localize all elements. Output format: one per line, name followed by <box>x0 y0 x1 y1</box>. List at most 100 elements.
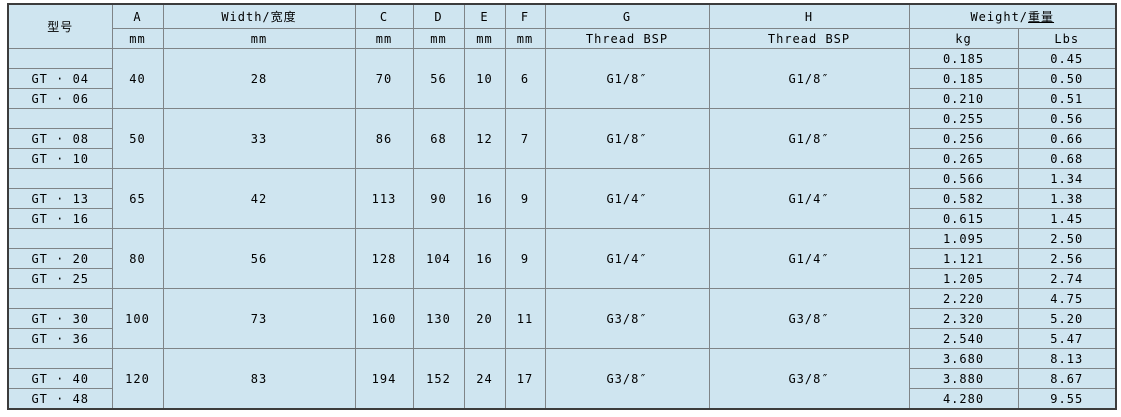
model-cell: GT · 06 <box>7 88 113 109</box>
col-header-a: A <box>111 3 164 29</box>
model-cell <box>7 288 113 309</box>
weight-lbs-cell: 1.38 <box>1017 188 1117 209</box>
dim-a-cell: 50 <box>111 108 164 169</box>
width-cell: 56 <box>162 228 356 289</box>
weight-lbs-cell: 2.74 <box>1017 268 1117 289</box>
weight-kg-cell: 2.220 <box>908 288 1019 309</box>
dim-e-cell: 10 <box>463 48 506 109</box>
dim-e-cell: 24 <box>463 348 506 410</box>
col-header-width: Width/宽度 <box>162 3 356 29</box>
weight-lbs-cell: 0.50 <box>1017 68 1117 89</box>
dim-d-cell: 68 <box>412 108 465 169</box>
weight-kg-cell: 0.255 <box>908 108 1019 129</box>
spec-table: 型号 A Width/宽度 C D E F G H Weight/重量 mm m… <box>7 3 1117 410</box>
table-row: GT · 16 0.615 1.45 <box>7 208 1117 229</box>
weight-kg-cell: 2.320 <box>908 308 1019 329</box>
unit-header-kg: kg <box>908 28 1019 49</box>
weight-lbs-cell: 0.68 <box>1017 148 1117 169</box>
weight-lbs-cell: 5.20 <box>1017 308 1117 329</box>
header-row-units: mm mm mm mm mm mm Thread BSP Thread BSP … <box>8 28 1117 49</box>
thread-h-cell: G1/4″ <box>708 168 910 229</box>
table-row: 80 56 128 104 16 9 G1/4″ G1/4″ 1.095 2.50 <box>7 228 1117 289</box>
col-header-c: C <box>354 3 414 29</box>
weight-lbs-cell: 0.66 <box>1017 128 1117 149</box>
weight-lbs-cell: 9.55 <box>1017 388 1117 410</box>
weight-kg-cell: 3.680 <box>908 348 1019 369</box>
weight-kg-cell: 1.205 <box>908 268 1019 289</box>
weight-kg-cell: 4.280 <box>908 388 1019 410</box>
weight-lbs-cell: 5.47 <box>1017 328 1117 349</box>
unit-header-e: mm <box>463 28 506 49</box>
unit-header-lbs: Lbs <box>1017 28 1117 49</box>
dim-d-cell: 104 <box>412 228 465 289</box>
thread-g-cell: G1/8″ <box>544 108 710 169</box>
model-cell: GT · 36 <box>7 328 113 349</box>
dim-f-cell: 17 <box>504 348 546 410</box>
weight-kg-cell: 0.185 <box>908 48 1019 69</box>
col-header-g: G <box>544 3 710 29</box>
dim-f-cell: 6 <box>504 48 546 109</box>
width-cell: 28 <box>162 48 356 109</box>
width-cell: 33 <box>162 108 356 169</box>
table-row: 50 33 86 68 12 7 G1/8″ G1/8″ 0.255 0.56 <box>7 108 1117 169</box>
weight-kg-cell: 1.095 <box>908 228 1019 249</box>
dim-a-cell: 100 <box>111 288 164 349</box>
dim-d-cell: 90 <box>412 168 465 229</box>
model-cell: GT · 16 <box>7 208 113 229</box>
dim-c-cell: 160 <box>354 288 414 349</box>
unit-header-d: mm <box>412 28 465 49</box>
weight-lbs-cell: 1.34 <box>1017 168 1117 189</box>
thread-h-cell: G3/8″ <box>708 288 910 349</box>
model-cell: GT · 08 <box>7 128 113 149</box>
dim-f-cell: 9 <box>504 228 546 289</box>
thread-g-cell: G3/8″ <box>544 348 710 410</box>
weight-lbs-cell: 2.56 <box>1017 248 1117 269</box>
unit-header-a: mm <box>111 28 164 49</box>
weight-kg-cell: 0.566 <box>908 168 1019 189</box>
model-cell: GT · 30 <box>7 308 113 329</box>
dim-c-cell: 128 <box>354 228 414 289</box>
model-cell: GT · 48 <box>7 388 113 410</box>
dim-d-cell: 130 <box>412 288 465 349</box>
weight-lbs-cell: 4.75 <box>1017 288 1117 309</box>
width-cell: 42 <box>162 168 356 229</box>
dim-f-cell: 7 <box>504 108 546 169</box>
weight-kg-cell: 0.615 <box>908 208 1019 229</box>
weight-header-en: Weight/ <box>970 10 1029 24</box>
weight-kg-cell: 3.880 <box>908 368 1019 389</box>
weight-lbs-cell: 8.67 <box>1017 368 1117 389</box>
model-cell: GT · 04 <box>7 68 113 89</box>
weight-header-cn: 重量 <box>1028 10 1055 24</box>
thread-g-cell: G1/4″ <box>544 168 710 229</box>
table-row: 40 28 70 56 10 6 G1/8″ G1/8″ 0.185 0.45 <box>7 48 1117 109</box>
table-row: GT · 40 3.880 8.67 <box>7 368 1117 389</box>
dim-c-cell: 70 <box>354 48 414 109</box>
model-cell: GT · 20 <box>7 248 113 269</box>
col-header-h: H <box>708 3 910 29</box>
model-cell: GT · 13 <box>7 188 113 209</box>
model-cell: GT · 10 <box>7 148 113 169</box>
model-cell <box>7 48 113 69</box>
unit-header-width: mm <box>162 28 356 49</box>
col-header-f: F <box>504 3 546 29</box>
thread-h-cell: G3/8″ <box>708 348 910 410</box>
col-header-e: E <box>463 3 506 29</box>
weight-lbs-cell: 8.13 <box>1017 348 1117 369</box>
table-row: 120 83 194 152 24 17 G3/8″ G3/8″ 3.680 8.13 <box>7 348 1117 410</box>
dim-a-cell: 40 <box>111 48 164 109</box>
weight-kg-cell: 1.121 <box>908 248 1019 269</box>
thread-h-cell: G1/4″ <box>708 228 910 289</box>
thread-h-cell: G1/8″ <box>708 48 910 109</box>
dim-a-cell: 65 <box>111 168 164 229</box>
unit-header-g: Thread BSP <box>544 28 710 49</box>
table-row: GT · 13 0.582 1.38 <box>7 188 1117 209</box>
thread-h-cell: G1/8″ <box>708 108 910 169</box>
model-column-header: 型号 <box>7 3 113 49</box>
dim-c-cell: 194 <box>354 348 414 410</box>
dim-e-cell: 16 <box>463 228 506 289</box>
weight-kg-cell: 0.265 <box>908 148 1019 169</box>
weight-kg-cell: 2.540 <box>908 328 1019 349</box>
dim-e-cell: 20 <box>463 288 506 349</box>
table-row: GT · 48 4.280 9.55 <box>7 388 1117 410</box>
table-row: GT · 36 2.540 5.47 <box>7 328 1117 349</box>
